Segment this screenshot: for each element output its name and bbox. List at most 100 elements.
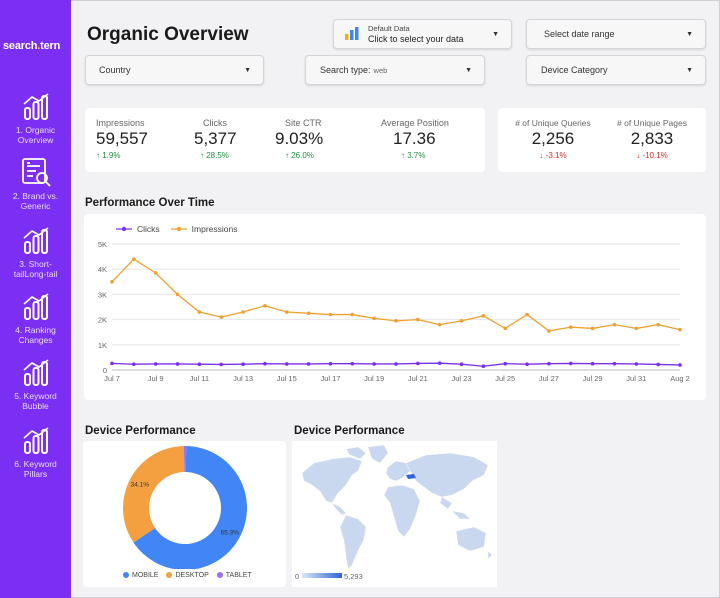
bar-chart-icon xyxy=(22,427,48,454)
data-point-impressions xyxy=(459,319,464,323)
sidebar-item-organic-overview[interactable]: 1. Organic Overview xyxy=(0,92,71,145)
data-point-clicks xyxy=(153,362,158,366)
data-point-clicks xyxy=(372,362,376,366)
data-point-clicks xyxy=(525,362,529,367)
metric-delta: ↑ 26.0% xyxy=(285,151,314,160)
data-source-selector[interactable]: Default Data Click to select your data ▼ xyxy=(333,19,512,49)
data-point-impressions xyxy=(678,327,682,332)
device-category-filter[interactable]: Device Category ▼ xyxy=(526,55,706,85)
chevron-down-icon: ▼ xyxy=(465,67,472,74)
y-tick-label: 5K xyxy=(98,240,107,249)
device-performance-title: Device Performance xyxy=(85,425,196,437)
x-tick-label: Jul 17 xyxy=(320,374,340,383)
sidebar-item-label: Overview xyxy=(17,135,54,145)
x-tick-label: Jul 31 xyxy=(626,374,646,383)
metric-value: 59,557 xyxy=(96,129,148,148)
x-tick-label: Jul 29 xyxy=(583,374,603,383)
page-title: Organic Overview xyxy=(87,24,249,45)
metric-delta: ↑ 28.5% xyxy=(200,151,229,160)
data-point-impressions xyxy=(568,325,573,329)
metric-label: Site CTR xyxy=(285,118,322,128)
sidebar-item-keyword-bubble[interactable]: 5. Keyword Bubble xyxy=(0,358,71,411)
data-point-impressions xyxy=(132,257,136,261)
legend-impressions: Impressions xyxy=(191,224,238,234)
data-point-impressions xyxy=(590,326,595,331)
unique-queries-metric: # of Unique Queries 2,256 ↓ -3.1% xyxy=(507,118,599,160)
metric-value: 5,377 xyxy=(194,129,237,148)
date-range-picker[interactable]: Select date range ▼ xyxy=(526,19,706,49)
sidebar-item-brand-vs-generic[interactable]: 2. Brand vs. Generic xyxy=(0,156,71,211)
x-tick-label: Jul 7 xyxy=(104,374,120,383)
device-category-label: Device Category xyxy=(541,65,608,75)
map-scale-min: 0 xyxy=(295,572,299,581)
chevron-down-icon: ▼ xyxy=(686,31,693,38)
average-position-metric: Average Position 17.36 ↑ 3.7% xyxy=(381,118,449,160)
sidebar-item-short-long-tail[interactable]: 3. Short- tailLong-tail xyxy=(0,226,71,279)
data-point-clicks xyxy=(350,361,355,366)
metric-delta: ↓ -10.1% xyxy=(636,151,668,160)
date-range-label: Select date range xyxy=(544,29,615,39)
sidebar-item-keyword-pillars[interactable]: 6. Keyword Pillars xyxy=(0,426,71,479)
performance-title: Performance Over Time xyxy=(85,197,215,209)
search-type-filter[interactable]: Search type: web ▼ xyxy=(305,55,485,85)
site-ctr-metric: Site CTR 9.03% ↑ 26.0% xyxy=(275,118,323,160)
sidebar-item-label: 1. Organic xyxy=(15,125,56,135)
device-donut-card: 65.3% 34.1% MOBILE DESKTOP TABLET xyxy=(83,441,286,587)
y-tick-label: 0 xyxy=(103,366,107,375)
data-point-impressions xyxy=(372,316,376,321)
search-type-label: Search type: xyxy=(320,65,371,75)
data-point-impressions xyxy=(437,322,442,327)
arrow-up-icon: ↑ xyxy=(285,151,289,160)
world-map: 0 5,293 xyxy=(292,441,497,587)
impressions-metric: Impressions 59,557 ↑ 1.9% xyxy=(96,118,148,160)
arrow-down-icon: ↓ xyxy=(539,151,544,160)
sidebar: search.tern 1. Organic Overview 2. Brand… xyxy=(0,0,71,598)
data-point-clicks xyxy=(132,362,136,367)
sidebar-item-label: 3. Short- xyxy=(19,259,52,269)
data-point-clicks xyxy=(394,362,398,366)
search-type-value: web xyxy=(373,65,388,75)
data-point-clicks xyxy=(568,361,573,366)
data-point-impressions xyxy=(197,310,202,314)
metrics-card: Impressions 59,557 ↑ 1.9% Clicks 5,377 ↑… xyxy=(85,108,485,172)
data-point-impressions xyxy=(416,317,420,322)
sidebar-item-label: 5. Keyword xyxy=(14,391,57,401)
country-filter[interactable]: Country ▼ xyxy=(85,55,264,85)
sidebar-item-label: Generic xyxy=(20,201,51,211)
data-source-icon xyxy=(344,27,360,41)
sidebar-item-label: 4. Ranking xyxy=(15,325,56,335)
y-tick-label: 4K xyxy=(98,265,107,274)
data-point-clicks xyxy=(219,362,224,367)
data-point-impressions xyxy=(394,319,398,323)
device-map-card: 0 5,293 xyxy=(292,441,497,587)
data-point-clicks xyxy=(612,361,617,366)
report-search-icon xyxy=(21,158,51,187)
data-point-clicks xyxy=(547,361,551,366)
donut-slice-tablet xyxy=(183,446,187,473)
data-point-impressions xyxy=(612,322,617,327)
data-point-impressions xyxy=(284,310,289,314)
donut-label: 65.3% xyxy=(221,529,240,536)
data-point-impressions xyxy=(350,312,355,317)
arrow-up-icon: ↑ xyxy=(401,151,405,160)
legend-clicks: Clicks xyxy=(137,224,160,234)
data-point-clicks xyxy=(656,362,660,367)
data-point-impressions xyxy=(153,271,158,275)
bar-chart-icon xyxy=(22,227,48,254)
data-point-clicks xyxy=(634,362,639,366)
data-point-impressions xyxy=(328,312,333,317)
arrow-up-icon: ↑ xyxy=(96,151,100,160)
data-point-clicks xyxy=(197,362,202,367)
sidebar-item-ranking-changes[interactable]: 4. Ranking Changes xyxy=(0,292,71,345)
sidebar-item-label: Pillars xyxy=(23,469,48,479)
data-point-clicks xyxy=(503,361,508,366)
sidebar-item-label: 2. Brand vs. xyxy=(12,191,59,201)
data-point-impressions xyxy=(263,303,267,308)
data-point-impressions xyxy=(547,329,551,333)
metric-delta: ↑ 1.9% xyxy=(96,151,121,160)
x-tick-label: Jul 9 xyxy=(148,374,164,383)
data-point-clicks xyxy=(437,361,442,365)
x-tick-label: Jul 27 xyxy=(539,374,559,383)
metric-label: # of Unique Pages xyxy=(617,118,687,128)
metric-label: # of Unique Queries xyxy=(515,118,591,128)
